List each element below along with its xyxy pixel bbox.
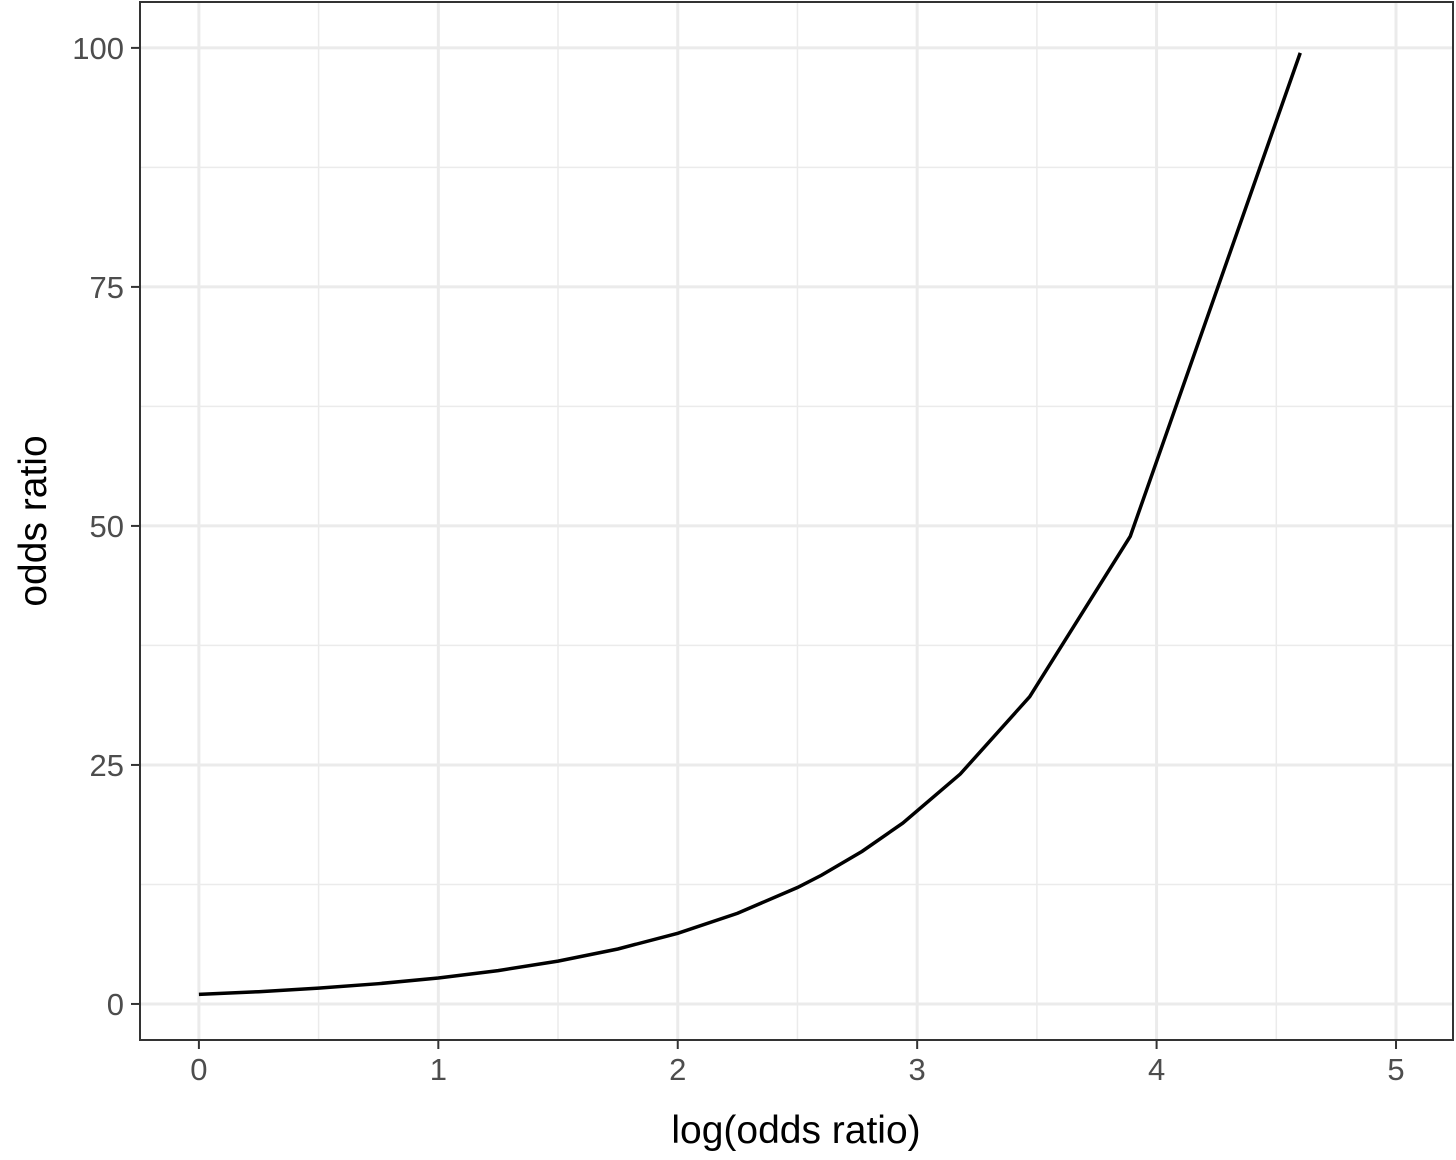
y-axis-title: odds ratio [12, 435, 55, 606]
panel-border [139, 1, 1454, 1041]
x-tick-label: 1 [430, 1052, 447, 1087]
panel [140, 2, 1453, 1040]
x-tick-label: 0 [190, 1052, 207, 1087]
x-tick-label: 2 [669, 1052, 686, 1087]
x-tick-label: 3 [909, 1052, 926, 1087]
y-tick-label: 75 [90, 270, 124, 305]
y-tick-label: 100 [72, 31, 124, 66]
y-tick-label: 25 [90, 748, 124, 783]
y-tick-label: 50 [90, 509, 124, 544]
x-tick-label: 5 [1387, 1052, 1404, 1087]
y-tick-label: 0 [107, 987, 124, 1022]
line [198, 52, 1302, 997]
x-axis-title: log(odds ratio) [671, 1109, 920, 1152]
x-tick-label: 4 [1148, 1052, 1165, 1087]
